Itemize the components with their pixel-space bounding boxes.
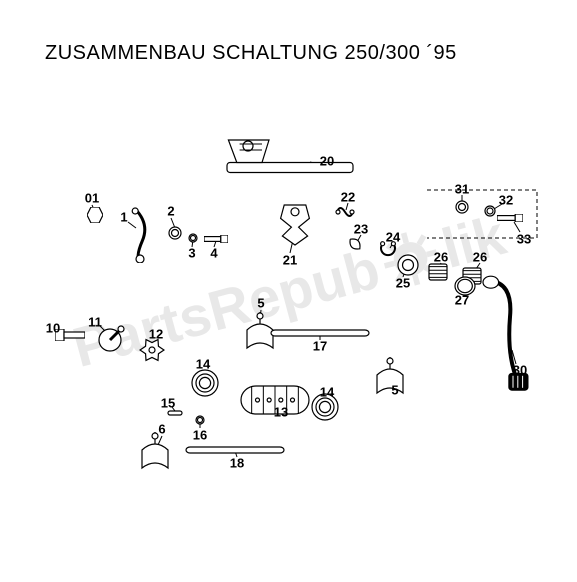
part-shaft-20 [220,135,360,185]
part-lever-1 [128,207,152,263]
callout-2-2: 2 [167,204,174,219]
part-washer-32 [484,205,496,217]
callout-16-15: 16 [193,428,207,443]
callout-23-21: 23 [354,222,368,237]
part-nut-01 [87,207,103,223]
callout-5-6: 5 [391,383,398,398]
callout-26-24: 26 [434,250,448,265]
callout-30-27: 30 [513,363,527,378]
callout-18-17: 18 [230,456,244,471]
callout-4-4: 4 [210,246,217,261]
callout-24-22: 24 [386,230,400,245]
part-washer-2 [168,226,182,240]
callout-31-28: 31 [455,182,469,197]
callout-6-7: 6 [158,422,165,437]
callout-21-19: 21 [283,253,297,268]
callout-25-23: 25 [396,276,410,291]
part-fork-5b [375,355,405,395]
callout-10-8: 10 [46,321,60,336]
callout-12-10: 12 [149,327,163,342]
callout-33-30: 33 [517,232,531,247]
part-spring-22 [335,202,355,222]
callout-17-16: 17 [313,339,327,354]
part-pin-15 [167,410,183,416]
callout-11-9: 11 [88,315,102,330]
callout-26-25: 26 [473,250,487,265]
callout-15-14: 15 [161,396,175,411]
part-lever-30 [480,275,540,395]
part-clip-23 [347,236,363,252]
part-washer-31 [455,200,469,214]
part-detent-11 [95,325,125,355]
callout-22-20: 22 [341,190,355,205]
part-rail-17 [270,329,370,337]
diagram-canvas: 0112345561011121314141516171820212223242… [0,0,577,582]
part-washer-25 [397,254,419,276]
part-oring-16 [195,415,205,425]
part-screw-4 [204,235,228,243]
callout-14-13: 14 [320,385,334,400]
part-pawl-21 [277,203,313,247]
callout-20-18: 20 [320,154,334,169]
part-washer-3 [188,233,198,243]
callout-01-0: 01 [85,191,99,206]
part-bearing-14a [191,369,219,397]
part-screw-33 [497,214,523,222]
callout-5-5: 5 [257,296,264,311]
callout-13-11: 13 [274,405,288,420]
part-bush-26a [428,263,448,281]
callout-3-3: 3 [188,246,195,261]
callout-1-1: 1 [120,210,127,225]
part-rail-18 [185,446,285,454]
callout-32-29: 32 [499,193,513,208]
callout-14-12: 14 [196,357,210,372]
callout-27-26: 27 [455,293,469,308]
